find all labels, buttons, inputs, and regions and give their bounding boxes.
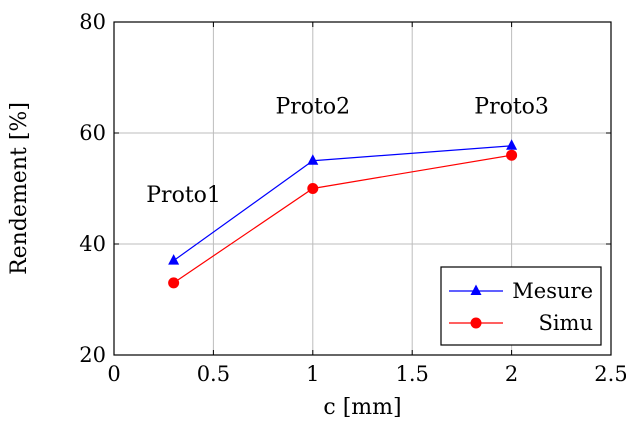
series-simu bbox=[168, 149, 518, 289]
legend-item-mesure: Mesure bbox=[449, 279, 593, 303]
data-point-triangle bbox=[506, 139, 518, 150]
y-tick-label: 20 bbox=[79, 343, 106, 367]
data-point-triangle bbox=[168, 254, 180, 265]
legend-box bbox=[440, 266, 602, 346]
y-axis-ticks: 20 40 60 80 bbox=[79, 10, 611, 367]
annotation-layer: Proto1 Proto2 Proto3 bbox=[146, 94, 549, 208]
annotation-label: Proto2 bbox=[275, 94, 350, 119]
y-axis-label: Rendement [%] bbox=[7, 102, 32, 275]
plot-frame bbox=[113, 21, 612, 356]
series-mesure bbox=[168, 139, 518, 265]
data-point-circle bbox=[168, 277, 180, 289]
legend-marker bbox=[470, 317, 482, 329]
data-point-triangle bbox=[307, 154, 319, 165]
data-point-circle bbox=[307, 183, 319, 194]
x-tick-label: 0.5 bbox=[197, 362, 230, 386]
x-tick-label: 0 bbox=[107, 362, 120, 386]
x-tick-label: 2 bbox=[505, 362, 518, 386]
y-tick-label: 60 bbox=[79, 121, 106, 145]
legend-label: Simu bbox=[538, 311, 593, 335]
y-tick-label: 40 bbox=[79, 232, 106, 256]
x-tick-label: 2.5 bbox=[594, 362, 626, 386]
x-tick-label: 1.5 bbox=[395, 362, 428, 386]
x-axis-label: c [mm] bbox=[323, 395, 401, 420]
legend-marker bbox=[470, 284, 482, 295]
legend-item-simu: Simu bbox=[449, 311, 593, 335]
x-tick-label: 1 bbox=[306, 362, 319, 386]
data-point-circle bbox=[506, 149, 518, 161]
x-axis-ticks: 0 0.5 1 1.5 2 2.5 bbox=[107, 22, 626, 386]
y-tick-label: 80 bbox=[79, 10, 106, 34]
annotation-label: Proto1 bbox=[146, 183, 221, 208]
legend-label: Mesure bbox=[512, 279, 593, 303]
legend: Mesure Simu bbox=[440, 266, 602, 346]
annotation-label: Proto3 bbox=[474, 94, 549, 119]
series-line bbox=[173, 145, 512, 262]
series-layer bbox=[168, 139, 518, 289]
series-line bbox=[173, 154, 512, 284]
